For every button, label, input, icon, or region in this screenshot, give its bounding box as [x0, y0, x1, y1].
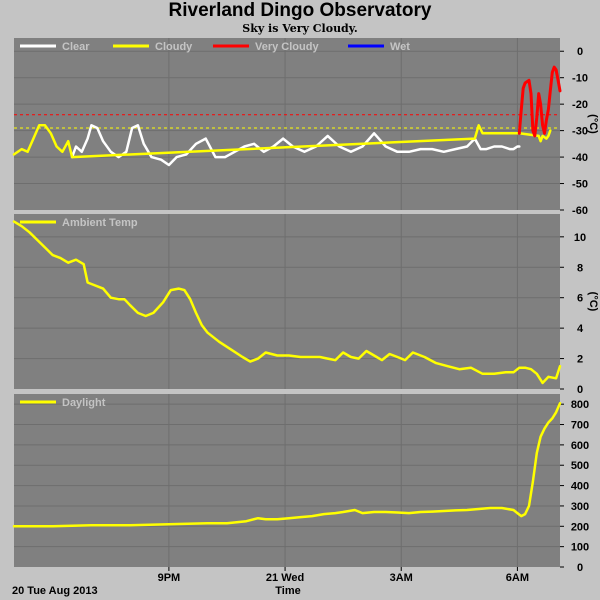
- x-tick-label: 21 Wed: [266, 572, 304, 584]
- panel-sky: 0 -10 -20 -30 -40 -50 -60 Clear Cloudy Very Cloud…: [12, 38, 599, 217]
- legend-label: Wet: [390, 41, 410, 53]
- y-tick-label: -30: [572, 126, 588, 138]
- y-tick-label: -20: [572, 99, 588, 111]
- y-tick-label: -60: [572, 205, 588, 217]
- x-tick-label: 3AM: [390, 572, 413, 584]
- y-tick-label: 100: [571, 542, 589, 554]
- y-tick-label: 500: [571, 460, 589, 472]
- x-tick-label: 6AM: [506, 572, 529, 584]
- y-tick-label: 400: [571, 481, 589, 493]
- legend-label: Very Cloudy: [255, 41, 319, 53]
- legend-label: Cloudy: [155, 41, 193, 53]
- y-tick-label: -50: [572, 179, 588, 191]
- y-tick-label: -40: [572, 152, 588, 164]
- date-label: 20 Tue Aug 2013: [12, 585, 98, 597]
- panel-ambient: 10 8 6 4 2 0 Ambient Temp (°C): [12, 214, 599, 396]
- series-line: [12, 401, 562, 528]
- y-tick-label: -10: [572, 73, 588, 85]
- series-line: [517, 65, 562, 138]
- y-tick-label: 200: [571, 521, 589, 533]
- y-tick-label: 10: [574, 232, 586, 244]
- y-tick-label: 600: [571, 440, 589, 452]
- y-tick-label: 0: [577, 562, 583, 574]
- y-tick-label: 300: [571, 501, 589, 513]
- plot-area: [14, 214, 560, 389]
- x-axis-label: Time: [275, 585, 300, 597]
- legend-label: Ambient Temp: [62, 217, 138, 229]
- y-axis-label: (°C): [587, 292, 599, 312]
- y-tick-label: 700: [571, 420, 589, 432]
- y-tick-label: 800: [571, 399, 589, 411]
- y-tick-label: 2: [577, 354, 583, 366]
- plot-area: [14, 394, 560, 567]
- series-line: [12, 220, 562, 385]
- x-tick-label: 9PM: [158, 572, 181, 584]
- plot-area: [14, 38, 560, 210]
- series-line: [12, 124, 552, 159]
- panel-daylight: 800 700 600 500 400 300 200 100 0 Daylight: [12, 394, 589, 574]
- y-tick-label: 6: [577, 293, 583, 305]
- y-tick-label: 0: [577, 384, 583, 396]
- legend-label: Daylight: [62, 397, 106, 409]
- y-tick-label: 8: [577, 262, 583, 274]
- page-title: Riverland Dingo Observatory: [168, 0, 432, 21]
- sky-status: Sky is Very Cloudy.: [242, 22, 358, 35]
- y-axis-label: (°C): [587, 114, 599, 134]
- y-tick-label: 4: [577, 323, 584, 335]
- y-tick-label: 0: [577, 46, 583, 58]
- legend-label: Clear: [62, 41, 90, 53]
